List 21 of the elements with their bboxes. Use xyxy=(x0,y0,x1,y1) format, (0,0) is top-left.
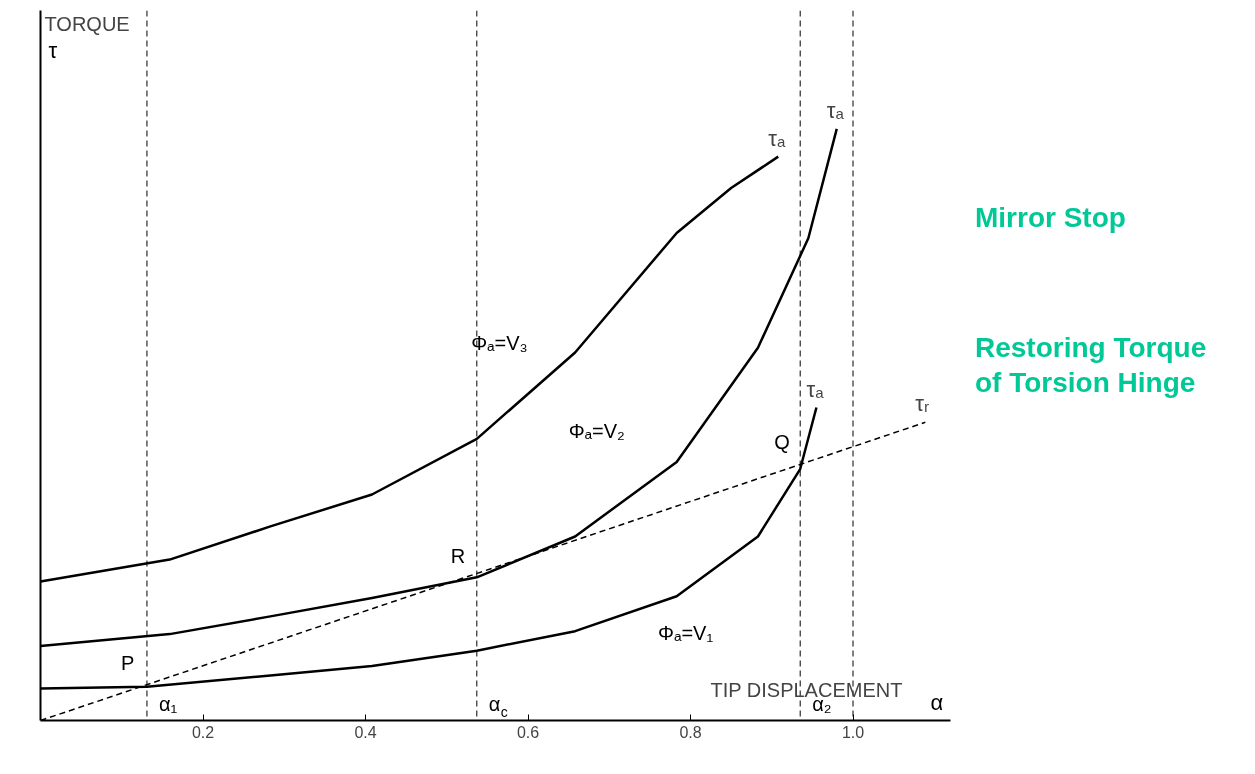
series-label: τₐ xyxy=(768,125,786,151)
x-tick-label: 0.4 xyxy=(354,723,377,741)
annotation: P xyxy=(120,652,135,675)
series-label: τᵣ xyxy=(915,391,930,417)
x-tick-label: 1.0 xyxy=(841,723,865,741)
ref-line-label: α₁ xyxy=(158,692,178,715)
series-label: τₐ xyxy=(806,376,825,402)
x-tick-label: 0.6 xyxy=(516,723,540,741)
text: Restoring Torque of Torsion Hinge xyxy=(975,331,1208,400)
x-tick-label: 0.8 xyxy=(679,723,702,741)
annotation: Φₐ=V₃ xyxy=(471,331,528,354)
series-label: τₐ xyxy=(826,97,845,123)
text: Mirror Stop xyxy=(975,201,1126,235)
y-axis-title: TORQUE xyxy=(44,12,130,35)
annotation: R xyxy=(450,545,466,568)
annotation: Φₐ=V₁ xyxy=(658,621,714,644)
text: τ xyxy=(48,37,58,63)
annotation: Q xyxy=(774,431,790,454)
annotation: α xyxy=(930,689,944,715)
annotation: Φₐ=V₂ xyxy=(568,420,625,443)
x-tick-label: 0.2 xyxy=(191,723,215,741)
